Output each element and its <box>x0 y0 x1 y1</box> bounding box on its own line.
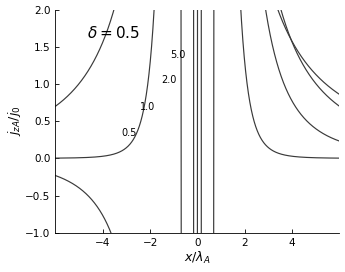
Y-axis label: $j_{zA} / j_0$: $j_{zA} / j_0$ <box>6 106 22 136</box>
Text: 0.5: 0.5 <box>122 128 137 138</box>
Text: $\delta = 0.5$: $\delta = 0.5$ <box>87 25 140 41</box>
Text: 1.0: 1.0 <box>139 102 155 112</box>
Text: 5.0: 5.0 <box>170 50 186 60</box>
X-axis label: $x / \lambda_A$: $x / \lambda_A$ <box>184 250 211 267</box>
Text: 2.0: 2.0 <box>161 75 176 85</box>
